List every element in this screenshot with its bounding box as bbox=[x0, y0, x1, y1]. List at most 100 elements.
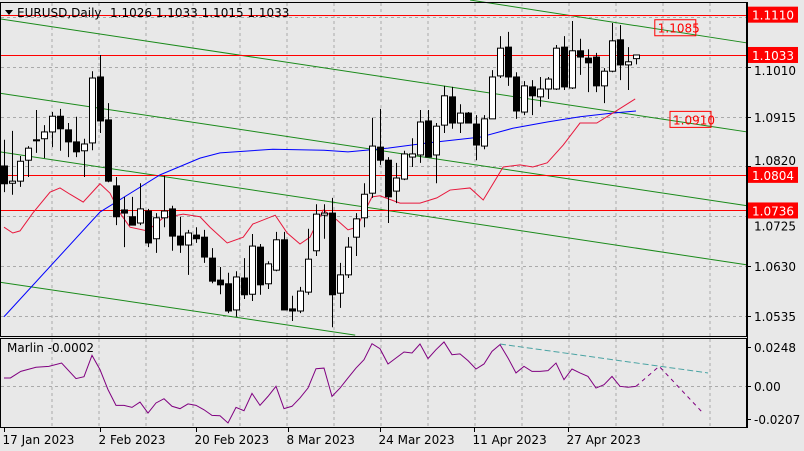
marlin-forecast-line bbox=[635, 365, 703, 413]
bullish-candle bbox=[185, 232, 192, 246]
price-tag-label: 1.1110 bbox=[752, 9, 794, 23]
bullish-candle bbox=[81, 143, 88, 152]
indicator-tick-label: -0.0207 bbox=[754, 413, 800, 427]
triangle-down-icon[interactable] bbox=[5, 10, 13, 15]
bullish-candle bbox=[353, 218, 360, 238]
bearish-candle bbox=[241, 277, 248, 296]
price-tag-label: 1.1033 bbox=[752, 49, 794, 63]
bullish-candle bbox=[521, 85, 528, 113]
bullish-candle bbox=[361, 193, 368, 219]
bullish-candle bbox=[433, 125, 440, 156]
price-tick-label: 1.1010 bbox=[754, 64, 796, 78]
price-tick-label: 1.0820 bbox=[754, 154, 796, 168]
marlin-indicator bbox=[4, 341, 709, 424]
bearish-candle bbox=[225, 283, 232, 312]
moving-averages bbox=[3, 98, 637, 318]
bullish-candle bbox=[153, 217, 160, 240]
bullish-candle bbox=[409, 153, 416, 158]
bearish-candle bbox=[105, 119, 112, 182]
annotation-label: 1.0910 bbox=[673, 113, 715, 127]
bearish-candle bbox=[1, 165, 8, 185]
bearish-candle bbox=[593, 56, 600, 87]
bearish-candle bbox=[57, 115, 64, 130]
price-tag-label: 1.0804 bbox=[752, 169, 794, 183]
bearish-candle bbox=[121, 209, 128, 214]
bearish-candle bbox=[97, 76, 104, 122]
price-tag bbox=[748, 166, 798, 183]
date-tick-label: 27 Apr 2023 bbox=[567, 433, 641, 447]
bullish-candle bbox=[321, 212, 328, 216]
bearish-candle bbox=[145, 210, 152, 244]
bearish-candle bbox=[129, 216, 136, 226]
price-annotations[interactable]: 1.1085 1.0910 bbox=[654, 19, 715, 128]
marlin-trend-line bbox=[499, 343, 709, 374]
bearish-candle bbox=[513, 76, 520, 112]
bearish-candle bbox=[33, 139, 40, 142]
indicator-axis: 0.0248 0.00 -0.0207 bbox=[747, 341, 800, 427]
bearish-candle bbox=[217, 279, 224, 286]
channel-line bbox=[0, 281, 356, 336]
bullish-candle bbox=[545, 78, 552, 90]
bearish-candle bbox=[561, 46, 568, 88]
fast-moving-average-line bbox=[3, 98, 636, 245]
bearish-candle bbox=[257, 246, 264, 286]
bullish-candle bbox=[345, 246, 352, 276]
channel-line bbox=[469, 0, 748, 44]
bearish-candle bbox=[449, 96, 456, 124]
bullish-candle bbox=[41, 131, 48, 140]
ohlc-label: 1.1026 1.1033 1.1015 1.1033 bbox=[110, 6, 289, 20]
price-tag-label: 1.0736 bbox=[752, 204, 794, 218]
bullish-candle bbox=[401, 153, 408, 180]
bearish-candle bbox=[193, 234, 200, 240]
bearish-candle bbox=[385, 159, 392, 198]
indicator-tick-label: 0.00 bbox=[754, 380, 781, 394]
bullish-candle bbox=[457, 112, 464, 124]
bullish-candle bbox=[137, 208, 144, 224]
bearish-candle bbox=[65, 129, 72, 143]
bearish-candle bbox=[289, 308, 296, 312]
time-axis: 17 Jan 2023 2 Feb 2023 20 Feb 2023 8 Mar 20… bbox=[3, 428, 641, 447]
date-tick-label: 20 Feb 2023 bbox=[195, 433, 270, 447]
date-tick-label: 11 Apr 2023 bbox=[473, 433, 547, 447]
bullish-candle bbox=[497, 47, 504, 77]
bullish-candle bbox=[625, 61, 632, 66]
bullish-candle bbox=[633, 54, 640, 60]
marlin-line bbox=[4, 341, 637, 424]
bearish-candle bbox=[73, 141, 80, 153]
bullish-candle bbox=[305, 258, 312, 293]
bearish-candle bbox=[201, 236, 208, 258]
bullish-candle bbox=[273, 239, 280, 271]
indicator-tick-label: 0.0248 bbox=[754, 341, 796, 355]
bullish-candle bbox=[489, 76, 496, 120]
price-tick-label: 1.0915 bbox=[754, 111, 796, 125]
price-tick-label: 1.0535 bbox=[754, 310, 796, 324]
bearish-candle bbox=[585, 57, 592, 64]
price-tick-label: 1.0725 bbox=[754, 219, 796, 233]
bullish-candle bbox=[417, 121, 424, 156]
price-tag bbox=[748, 202, 798, 219]
annotation-box bbox=[654, 19, 697, 37]
bearish-candle bbox=[329, 212, 336, 296]
bearish-candle bbox=[177, 235, 184, 246]
annotation-box bbox=[669, 110, 712, 128]
price-tick-label: 1.0630 bbox=[754, 260, 796, 274]
bullish-candle bbox=[553, 47, 560, 90]
bearish-candle bbox=[529, 86, 536, 97]
bullish-candle bbox=[337, 274, 344, 294]
bearish-candle bbox=[377, 146, 384, 161]
bearish-candle bbox=[617, 39, 624, 66]
indicator-panel-frame bbox=[0, 338, 747, 428]
price-tag bbox=[748, 46, 798, 63]
bullish-candle bbox=[161, 210, 168, 219]
annotation-label: 1.1085 bbox=[658, 22, 700, 36]
price-tag bbox=[748, 6, 798, 23]
bearish-candle bbox=[209, 257, 216, 282]
bearish-candle bbox=[473, 123, 480, 146]
panel-frames bbox=[0, 2, 747, 428]
candles bbox=[1, 20, 640, 328]
bearish-candle bbox=[505, 46, 512, 78]
date-tick-label: 8 Mar 2023 bbox=[287, 433, 355, 447]
chart-header: EURUSD,Daily 1.1026 1.1033 1.1015 1.1033 bbox=[5, 6, 289, 20]
slow-moving-average-line bbox=[3, 110, 637, 318]
